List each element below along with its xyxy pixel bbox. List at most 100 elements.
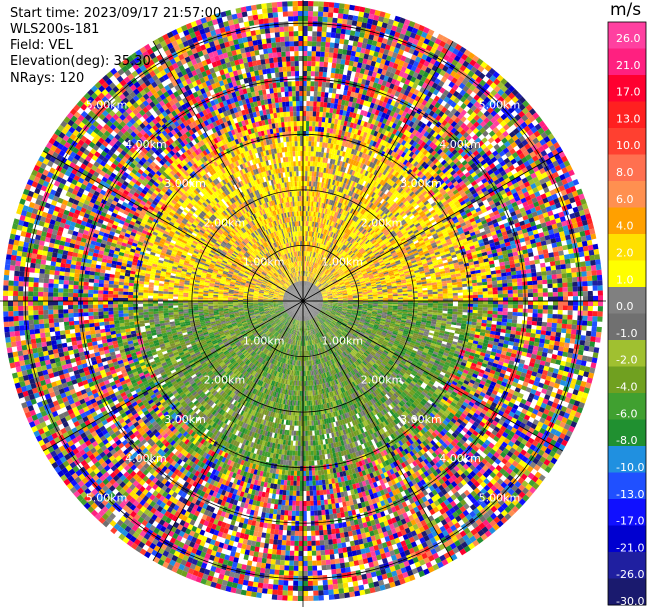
velocity-gate: [334, 73, 339, 79]
velocity-gate: [309, 171, 313, 177]
velocity-gate: [338, 114, 343, 120]
velocity-gate: [305, 281, 307, 287]
velocity-gate: [333, 7, 339, 14]
velocity-gate: [303, 256, 305, 261]
velocity-gate: [310, 86, 315, 92]
velocity-gate: [304, 281, 306, 287]
velocity-gate: [308, 146, 312, 152]
velocity-gate: [305, 236, 307, 242]
velocity-gate: [303, 96, 307, 101]
velocity-gate: [306, 201, 309, 207]
velocity-gate: [333, 139, 338, 145]
velocity-gate: [304, 286, 306, 292]
velocity-gate: [320, 46, 326, 52]
velocity-gate: [307, 176, 310, 182]
velocity-gate: [306, 281, 308, 287]
velocity-gate: [328, 117, 332, 124]
velocity-gate: [311, 136, 315, 142]
velocity-gate: [322, 137, 326, 143]
velocity-gate: [305, 251, 307, 257]
velocity-gate: [334, 149, 338, 155]
velocity-gate: [339, 64, 345, 70]
velocity-gate: [303, 166, 306, 171]
velocity-gate: [317, 126, 322, 132]
velocity-gate: [314, 86, 318, 92]
velocity-gate: [309, 256, 312, 262]
velocity-gate: [304, 241, 307, 247]
velocity-gate: [338, 73, 343, 80]
velocity-gate: [305, 156, 309, 162]
velocity-gate: [354, 31, 361, 37]
velocity-gate: [326, 72, 331, 78]
velocity-gate: [336, 58, 342, 64]
velocity-gate: [318, 222, 321, 228]
velocity-gate: [333, 47, 339, 54]
velocity-gate: [311, 211, 314, 217]
velocity-gate: [310, 246, 312, 252]
velocity-gate: [315, 181, 318, 187]
velocity-gate: [330, 37, 336, 43]
velocity-gate: [303, 191, 305, 196]
velocity-gate: [307, 276, 309, 282]
velocity-gate: [342, 49, 348, 55]
velocity-gate: [319, 177, 323, 183]
velocity-gate: [307, 161, 311, 167]
velocity-gate: [305, 131, 309, 137]
velocity-gate: [307, 181, 310, 187]
velocity-gate: [305, 286, 307, 292]
velocity-gate: [311, 257, 314, 262]
velocity-gate: [330, 72, 335, 79]
velocity-gate: [318, 1, 324, 7]
velocity-gate: [303, 296, 304, 301]
velocity-gate: [306, 71, 311, 77]
velocity-gate: [535, 263, 541, 269]
velocity-gate: [582, 245, 589, 252]
velocity-gate: [321, 208, 325, 214]
velocity-gate: [331, 27, 337, 33]
velocity-gate: [309, 121, 313, 127]
velocity-gate: [540, 262, 546, 268]
velocity-gate: [317, 212, 321, 218]
velocity-gate: [309, 106, 314, 112]
velocity-gate: [559, 255, 565, 261]
velocity-gate: [306, 116, 310, 122]
velocity-gate: [313, 146, 317, 152]
velocity-gate: [323, 152, 327, 158]
velocity-gate: [304, 286, 306, 292]
velocity-gate: [327, 122, 332, 129]
velocity-gate: [321, 162, 325, 168]
velocity-gate: [313, 196, 316, 202]
velocity-wedges: [3, 1, 603, 601]
velocity-gate: [322, 203, 326, 209]
velocity-gate: [354, 5, 361, 12]
velocity-gate: [316, 41, 322, 47]
velocity-gate: [304, 236, 306, 241]
velocity-gate: [303, 156, 306, 161]
velocity-gate: [304, 276, 305, 281]
velocity-gate: [308, 201, 310, 207]
velocity-gate: [312, 252, 315, 258]
velocity-gate: [320, 91, 325, 98]
velocity-gate: [303, 206, 305, 211]
velocity-gate: [328, 153, 332, 159]
velocity-gate: [308, 196, 311, 202]
velocity-gate: [329, 128, 334, 134]
velocity-gate: [311, 236, 314, 242]
velocity-gate: [326, 27, 332, 33]
velocity-gate: [312, 26, 318, 32]
velocity-gate: [593, 248, 600, 255]
velocity-gate: [316, 101, 321, 107]
velocity-gate: [303, 16, 308, 21]
velocity-gate: [539, 258, 545, 264]
velocity-gate: [321, 36, 327, 42]
velocity-gate: [318, 121, 322, 127]
velocity-gate: [335, 144, 339, 150]
velocity-gate: [315, 111, 320, 117]
velocity-gate: [331, 67, 336, 74]
velocity-gate: [326, 107, 331, 113]
velocity-gate: [303, 291, 305, 296]
velocity-gate: [314, 211, 318, 217]
velocity-gate: [319, 141, 323, 148]
velocity-gate: [313, 151, 317, 157]
velocity-gate: [313, 221, 316, 227]
